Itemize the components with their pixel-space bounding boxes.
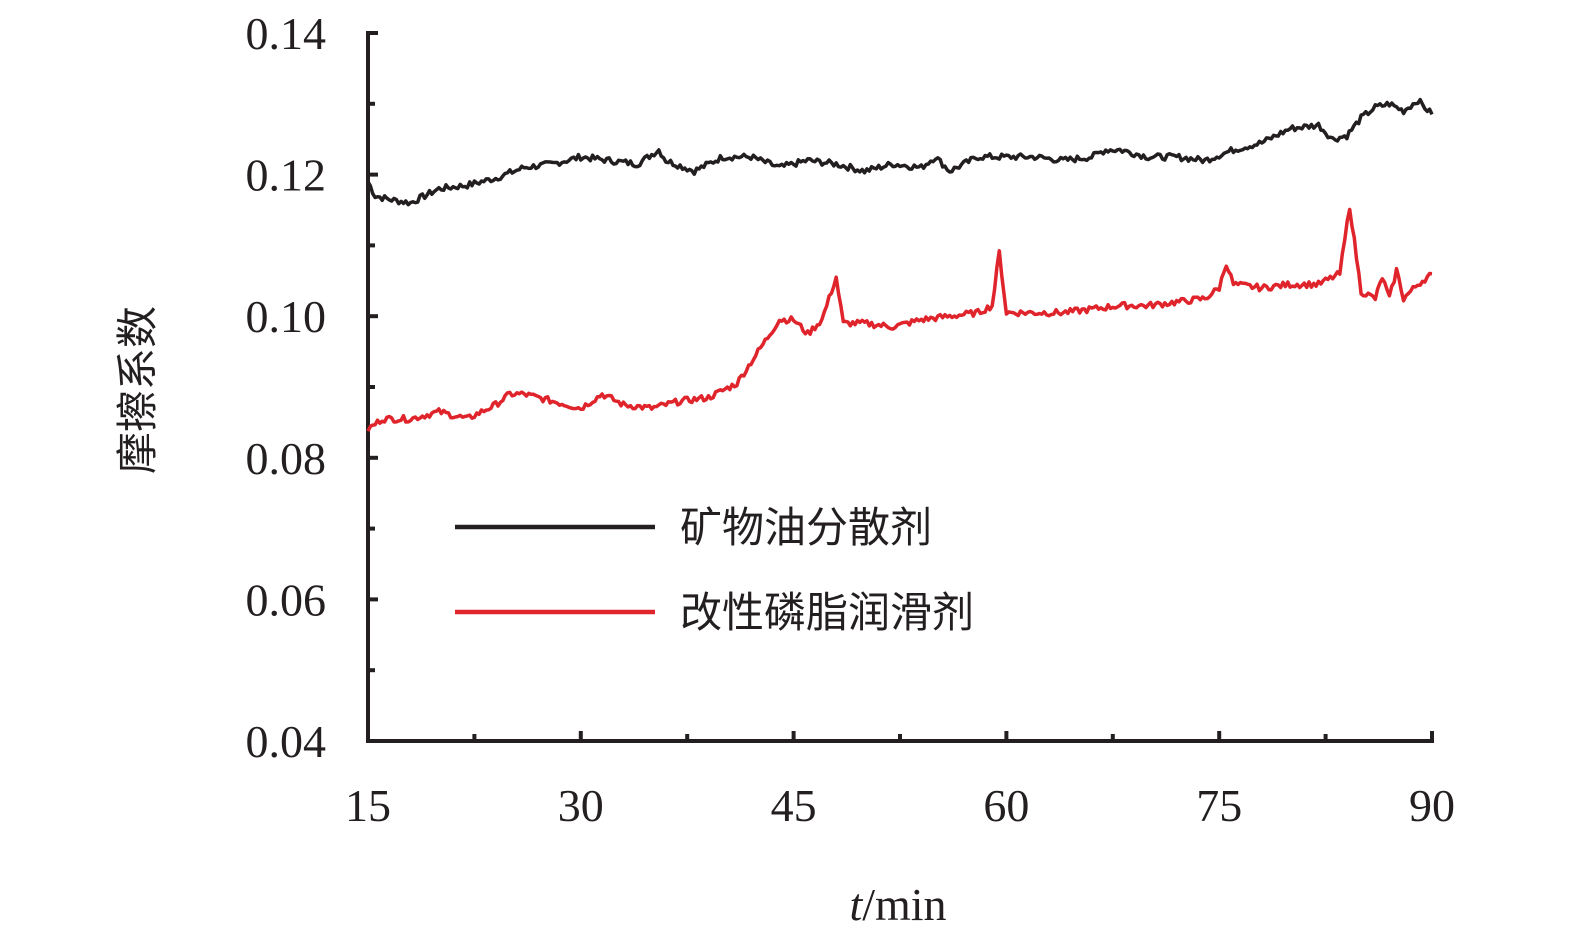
x-tick-label: 15 [345,780,391,831]
x-axis-title-variable: t [849,879,863,930]
x-tick-label: 75 [1196,780,1242,831]
x-tick-label: 30 [558,780,604,831]
y-axis-title: 摩擦系数 [113,306,162,474]
x-tick-label: 90 [1409,780,1455,831]
y-tick-label: 0.04 [246,716,327,767]
x-axis-title-unit: /min [862,879,946,930]
y-tick-label: 0.12 [246,150,327,201]
x-axis-title: t/min [849,879,946,930]
y-tick-label: 0.14 [246,8,327,59]
y-tick-label: 0.06 [246,574,327,625]
y-tick-label: 0.08 [246,433,327,484]
x-tick-label: 45 [771,780,817,831]
ticks: 0.04 0.06 0.08 0.10 0.12 0.14 15 30 45 60 75 90 [246,8,1456,831]
series-line-2 [366,207,1433,432]
legend-label-1: 矿物油分散剂 [680,503,932,552]
legend-label-2: 改性磷脂润滑剂 [680,588,974,637]
x-tick-label: 60 [983,780,1029,831]
series-line-1 [366,97,1434,207]
y-tick-label: 0.10 [246,291,327,342]
series-lines [366,97,1434,432]
